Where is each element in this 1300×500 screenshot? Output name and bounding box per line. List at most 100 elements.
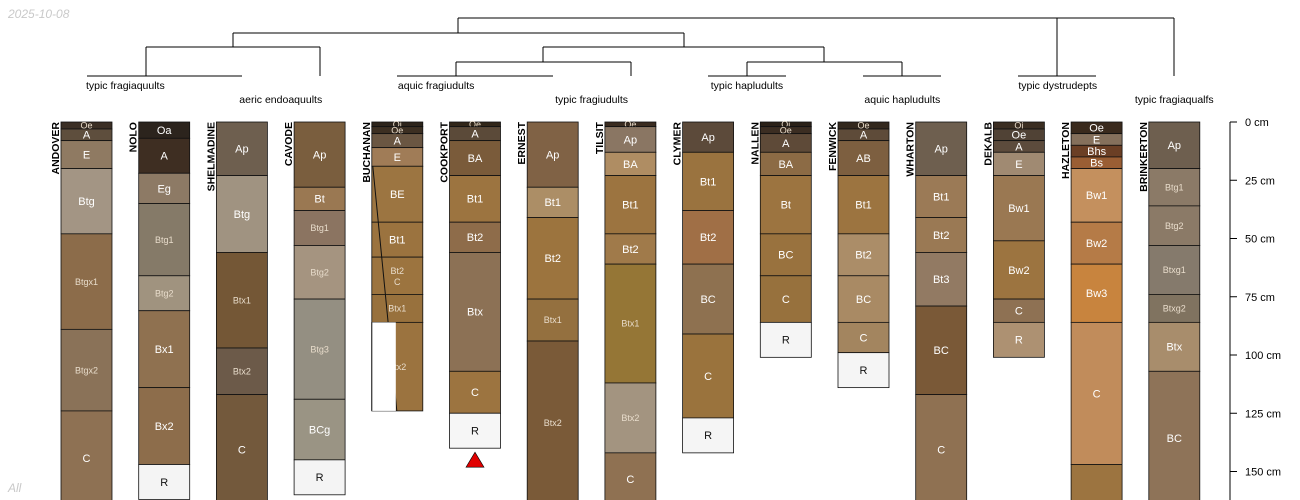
horizon: Btxg2 <box>1148 294 1201 323</box>
horizon-label-line: Btg1 <box>1165 182 1184 192</box>
horizon-rect <box>293 298 346 400</box>
horizon-rect <box>215 252 268 349</box>
horizon-label: Bw3 <box>1086 288 1107 300</box>
horizon-label-line: BA <box>623 159 638 171</box>
horizon-rect <box>1070 263 1123 323</box>
horizon-label: R <box>471 426 479 438</box>
horizon-label: E <box>1015 159 1022 171</box>
horizon-label: C <box>626 474 634 486</box>
profile-name: CLYMER <box>672 122 684 166</box>
horizon-label: Oa <box>157 125 173 137</box>
taxon-label: aquic hapludults <box>864 94 940 106</box>
horizon-label-line: Btx2 <box>233 366 251 376</box>
horizon-label-line: R <box>704 430 712 442</box>
horizon-rect <box>60 328 113 412</box>
horizon-label-line: A <box>860 130 868 142</box>
horizon-label: Ap <box>624 134 637 146</box>
horizon: A <box>993 140 1045 153</box>
horizon-label: R <box>1015 335 1023 347</box>
horizon-label: Eg <box>157 183 170 195</box>
horizon: A <box>371 133 424 149</box>
horizon: Bt1 <box>526 186 579 218</box>
horizon-label-line: Bt1 <box>389 235 406 247</box>
horizon: Bt2 C <box>371 256 424 295</box>
horizon-label-line: Btg <box>78 196 95 208</box>
horizon: BC <box>1148 370 1201 500</box>
horizon-label-line: Bt2 <box>622 244 639 256</box>
horizon-rect <box>293 245 346 300</box>
horizon-label: Btg1 <box>1165 182 1184 192</box>
horizon: BC <box>837 275 890 323</box>
profile-name: SHELMADINE <box>205 122 217 191</box>
horizon-label: Bt2 C <box>391 266 405 287</box>
horizon: Ap <box>604 126 657 153</box>
horizon: Ap <box>215 121 268 176</box>
horizon-rect <box>1070 464 1123 500</box>
horizon-label: Bhs <box>1087 146 1106 158</box>
horizon-label: BA <box>778 159 793 171</box>
horizon-label-line: E <box>83 149 90 161</box>
horizon: Oe <box>993 128 1045 142</box>
horizon-label: A <box>394 135 402 147</box>
horizon: Bt <box>293 186 346 211</box>
horizon-label: Btg <box>78 196 95 208</box>
horizon-label-line: Bt1 <box>467 194 484 206</box>
horizon-label: Btx1 <box>621 319 639 329</box>
horizon: A <box>449 126 501 142</box>
horizon-label-line: Oa <box>157 125 173 137</box>
horizon-rect <box>915 305 968 396</box>
horizon-label-line: Bt1 <box>933 191 950 203</box>
horizon-label-line: R <box>160 477 168 489</box>
horizon-rect <box>293 210 346 246</box>
horizon-label: Bt <box>781 200 791 212</box>
horizon-label-line: Btx2 <box>388 362 406 372</box>
horizon-rect <box>449 221 501 253</box>
horizon-label: Btx <box>467 307 483 319</box>
horizon: R <box>759 321 812 358</box>
horizon: Bt2 <box>682 210 734 265</box>
horizon-label-line: Oe <box>780 125 792 135</box>
horizon-label: Btg <box>234 209 251 221</box>
horizon-label-line: E <box>1093 134 1100 146</box>
horizon: Btg <box>60 168 113 235</box>
horizon: Btg1 <box>138 203 191 277</box>
horizon-rect <box>371 256 424 295</box>
horizon: Bt1 <box>682 151 734 211</box>
horizon-rect <box>293 121 346 188</box>
taxon-3: typic fragiudults <box>555 94 628 106</box>
horizon-rect <box>993 240 1045 300</box>
horizon-label: C <box>83 453 91 465</box>
horizon-rect <box>526 340 579 500</box>
horizon-label-line: Btx1 <box>544 315 562 325</box>
horizon: Bw2 <box>1070 221 1123 265</box>
horizon-label-line: Bt1 <box>622 200 639 212</box>
horizon-label-line: BC <box>856 294 871 306</box>
horizon-label-line: C <box>937 445 945 457</box>
horizon-label: Btgx2 <box>75 365 98 375</box>
horizon-label-line: Btg2 <box>155 288 174 298</box>
horizon: Bt1 <box>449 175 501 223</box>
horizon-label: Btgx1 <box>75 277 98 287</box>
horizon: E <box>371 147 424 167</box>
horizon-rect <box>759 275 812 323</box>
horizon-rect <box>759 321 812 358</box>
horizon: Bt1 <box>604 175 657 235</box>
taxon-5: aquic hapludults <box>864 94 940 106</box>
horizon-label-line: E <box>394 152 401 164</box>
horizon-label-line: A <box>1015 141 1023 153</box>
horizon-label-line: Btg2 <box>310 267 329 277</box>
horizon-label: Ap <box>313 149 326 161</box>
horizon: BE <box>371 165 424 223</box>
horizon-label: C <box>860 332 868 344</box>
horizon-label-line: Ap <box>235 144 248 156</box>
horizon-label-line: Bt <box>314 194 324 206</box>
horizon-label-line: A <box>83 130 91 142</box>
horizon: Bw1 <box>993 175 1045 242</box>
horizon-label-line: R <box>471 426 479 438</box>
profile-name: NOLO <box>128 122 140 152</box>
horizon-label: R <box>782 335 790 347</box>
horizon-rect <box>682 151 734 211</box>
